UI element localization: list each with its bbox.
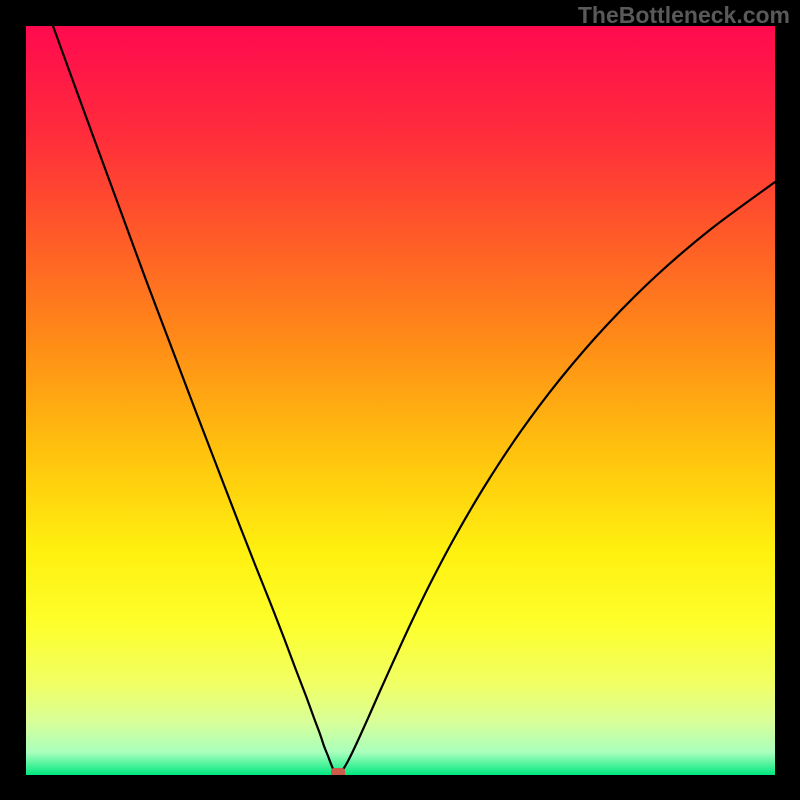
chart-frame: TheBottleneck.com: [0, 0, 800, 800]
plot-svg: [26, 26, 775, 775]
plot-area: [26, 26, 775, 775]
gradient-background: [26, 26, 775, 775]
optimum-marker: [331, 768, 345, 775]
watermark-text: TheBottleneck.com: [578, 2, 790, 29]
